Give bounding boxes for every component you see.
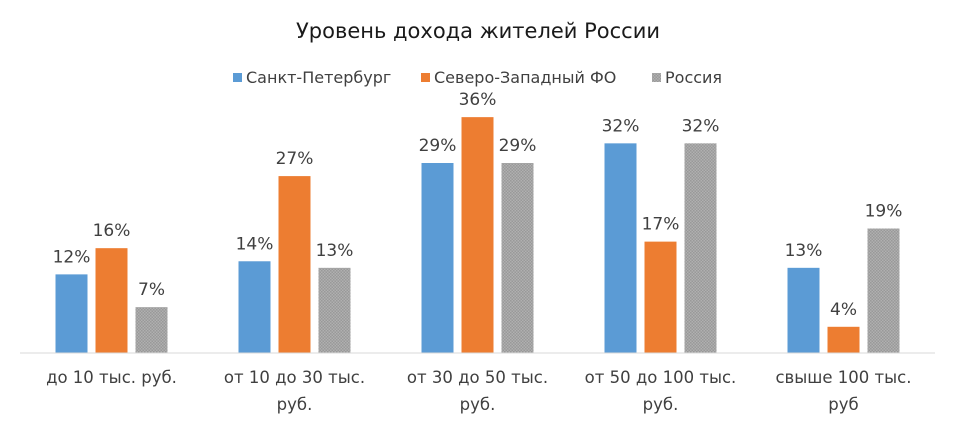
bar-series3-cat4: [684, 143, 717, 353]
legend-swatch-1: [233, 73, 242, 82]
bar-series1-cat3: [421, 163, 454, 353]
data-label-series1-cat3: 29%: [419, 136, 457, 156]
category-label-2: от 10 до 30 тыс. руб.: [224, 368, 365, 414]
data-label-series1-cat2: 14%: [236, 234, 274, 254]
bar-series3-cat5: [867, 228, 900, 353]
data-label-series1-cat4: 32%: [602, 116, 640, 136]
bar-series1-cat5: [787, 267, 820, 353]
bar-series2-cat5: [827, 326, 860, 353]
bars-group: [55, 117, 900, 353]
bar-series2-cat1: [95, 248, 128, 353]
data-label-series3-cat5: 19%: [865, 202, 903, 222]
bar-series2-cat2: [278, 176, 311, 353]
data-label-series1-cat5: 13%: [785, 241, 823, 261]
data-label-series3-cat3: 29%: [499, 136, 537, 156]
bar-series2-cat4: [644, 241, 677, 353]
chart-title: Уровень дохода жителей России: [296, 19, 660, 43]
data-label-series3-cat2: 13%: [316, 241, 354, 261]
data-label-series2-cat1: 16%: [93, 221, 131, 241]
category-label-1: до 10 тыс. руб.: [46, 368, 177, 387]
data-label-series2-cat2: 27%: [276, 149, 314, 169]
category-label-5: свыше 100 тыс. руб: [775, 368, 911, 414]
data-label-series2-cat3: 36%: [459, 90, 497, 110]
legend-label-1: Санкт-Петербург: [246, 68, 391, 87]
data-label-series2-cat5: 4%: [830, 300, 857, 320]
data-label-series2-cat4: 17%: [642, 215, 680, 235]
bar-series1-cat1: [55, 274, 88, 353]
legend-swatch-3: [652, 73, 661, 82]
data-label-series3-cat4: 32%: [682, 116, 720, 136]
bar-series3-cat3: [501, 163, 534, 353]
bar-series1-cat2: [238, 261, 271, 353]
category-labels-group: до 10 тыс. руб. от 10 до 30 тыс. руб. от 30…: [46, 368, 911, 414]
bar-series3-cat1: [135, 307, 168, 353]
legend-label-2: Северо-Западный ФО: [434, 68, 616, 87]
bar-series3-cat2: [318, 267, 351, 353]
category-label-3: от 30 до 50 тыс. руб.: [407, 368, 548, 414]
category-label-4: от 50 до 100 тыс. руб.: [585, 368, 737, 414]
legend-swatch-2: [421, 73, 430, 82]
legend-label-3: Россия: [665, 68, 722, 87]
bar-series1-cat4: [604, 143, 637, 353]
data-labels-group: 12%16% 7% 14% 27% 13% 29% 36% 29% 32% 17% 32% 13% 4%…: [53, 90, 903, 320]
data-label-series3-cat1: 7%: [138, 280, 165, 300]
bar-series2-cat3: [461, 117, 494, 353]
legend: Санкт-Петербург Северо-Западный ФО Россия: [233, 68, 722, 87]
data-label-series1-cat1: 12%: [53, 247, 91, 267]
